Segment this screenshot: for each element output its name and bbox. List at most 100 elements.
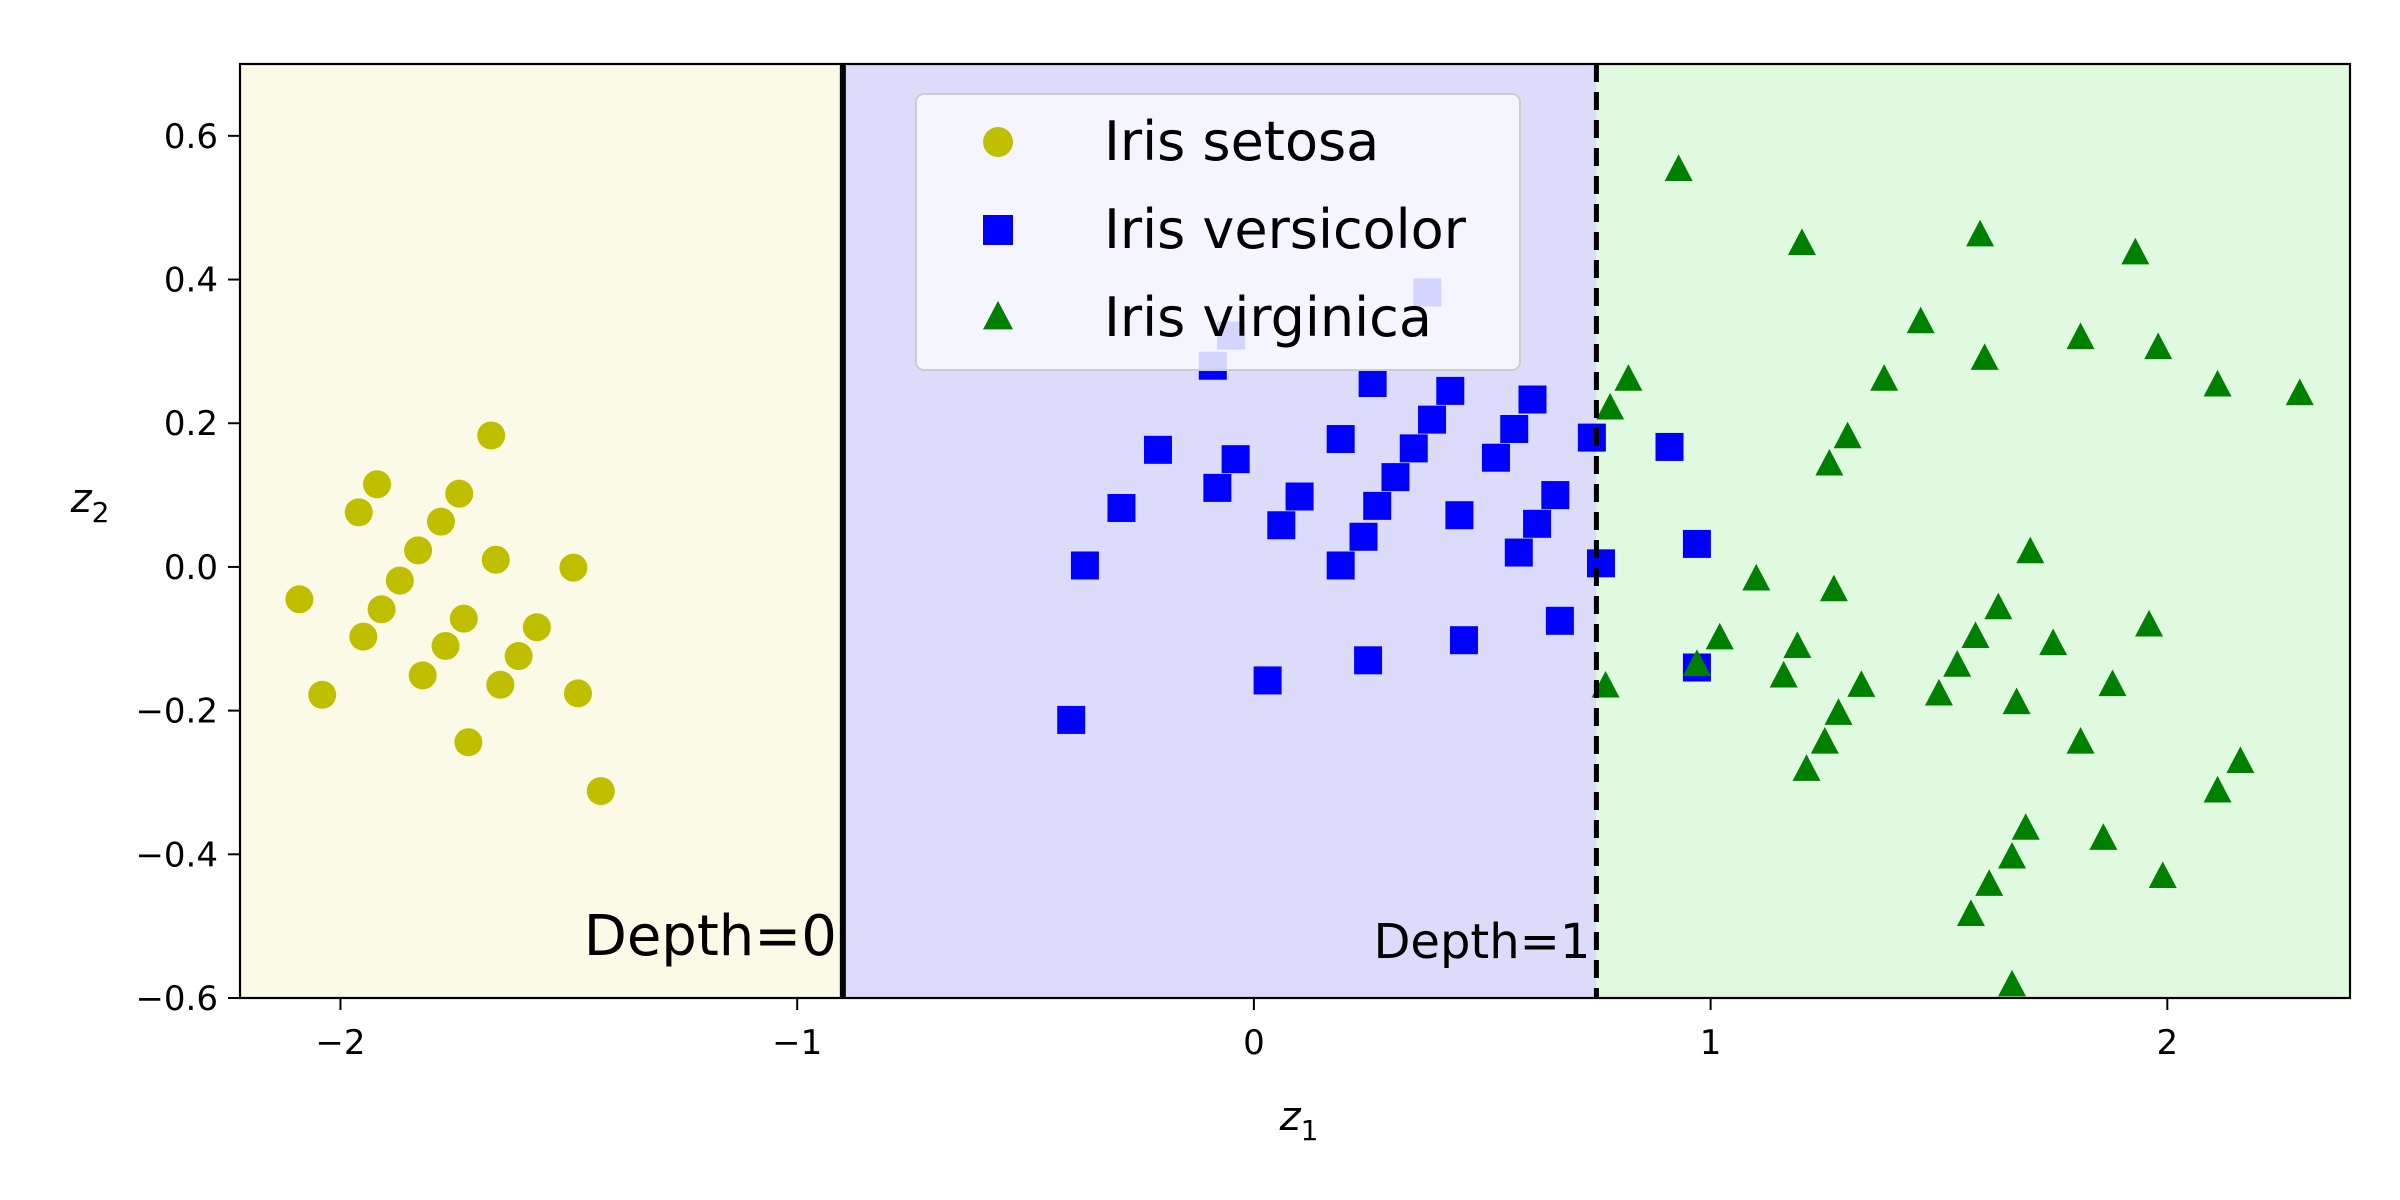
data-point [1436,376,1465,405]
x-tick-label: 0 [1243,1023,1265,1063]
data-point [454,728,483,757]
data-point [344,498,373,527]
data-point [2066,322,2095,350]
data-point [1418,405,1447,434]
y-tick-label: 0.2 [164,404,218,444]
data-point [1824,698,1853,725]
data-point [1956,899,1985,927]
data-point [1742,563,1771,591]
depth-label-1: Depth=1 [1373,914,1590,970]
data-point [586,777,615,806]
y-tick-label: 0.0 [164,548,218,588]
data-point [1449,626,1478,655]
y-axis-label: z2 [70,476,110,529]
data-point [1445,501,1474,530]
data-point [1504,538,1533,567]
data-point [1847,670,1876,697]
data-point [1500,414,1529,443]
data-point [1682,649,1711,676]
data-point [1354,646,1383,675]
legend-items: Iris setosa Iris versicolor Iris virginica [983,110,1467,349]
data-point [349,622,378,651]
data-point [1655,432,1684,461]
data-point [1792,754,1821,781]
data-point [1577,423,1606,452]
data-point [1381,463,1410,492]
data-point [1833,421,1862,449]
data-point [1984,592,2013,620]
data-point [563,679,592,708]
x-axis-label: z1 [1279,1094,1319,1147]
legend-marker-iris-setosa [983,127,1013,157]
y-tick-label: −0.4 [135,835,218,875]
x-tick-label: 2 [2156,1023,2178,1063]
data-point [486,670,515,699]
data-point [1285,482,1314,511]
data-point [2011,813,2040,840]
data-point [1267,511,1296,540]
data-point [2121,237,2150,265]
data-point [2089,823,2118,850]
decision-boundaries: Depth=0 Depth=1 [584,64,1599,998]
plot-frame [238,62,2352,1000]
decision-region-3 [1596,64,2350,998]
decision-region-1 [240,64,843,998]
data-point [426,507,455,536]
legend-marker-iris-virginica [983,300,1013,330]
y-tick-label: −0.2 [135,692,218,732]
data-point [481,545,510,574]
data-point [1326,425,1355,454]
y-tick-label: 0.4 [164,261,218,301]
x-tick-label: −2 [315,1023,365,1063]
data-point [1819,574,1848,602]
legend-marker-iris-versicolor [983,215,1013,245]
data-point [285,585,314,614]
data-point [1998,841,2027,869]
legend-label-iris-setosa: Iris setosa [1104,110,1379,173]
data-point [1769,660,1798,688]
data-point [2135,609,2164,637]
data-point [1399,434,1428,463]
data-point [1326,551,1355,580]
data-point [1203,473,1232,502]
data-point [2002,687,2031,715]
data-point [1057,705,1086,734]
x-tick-label: 1 [1700,1023,1722,1063]
data-point [2016,536,2045,564]
data-point [1870,364,1899,391]
data-point [2203,775,2232,803]
data-point [431,631,460,660]
data-point [1523,509,1552,538]
data-point [1545,606,1574,635]
data-point [1664,154,1693,181]
series-iris-setosa [285,421,615,806]
data-point [1586,549,1615,578]
data-point [1541,481,1570,510]
data-point [404,536,433,565]
data-point [408,661,437,690]
data-point [1924,678,1953,706]
legend: Iris setosa Iris versicolor Iris virginica [915,93,1521,371]
data-point [1705,622,1734,650]
data-point [1363,491,1392,520]
data-point [1143,435,1172,464]
data-point [445,479,474,508]
data-point [1481,443,1510,472]
y-tick-label: −0.6 [135,979,218,1019]
data-point [1518,385,1547,414]
data-points [285,154,2314,997]
data-point [1682,529,1711,558]
data-point [522,613,551,642]
data-point [1787,228,1816,255]
data-point [1358,368,1387,397]
data-point [2226,746,2255,773]
data-point [2148,861,2177,888]
data-point [1810,726,1839,754]
legend-box [915,93,1521,371]
data-point [1961,621,1990,648]
data-point [1815,448,1844,476]
data-point [449,604,478,633]
legend-label-iris-virginica: Iris virginica [1104,286,1432,349]
data-point [385,566,414,595]
